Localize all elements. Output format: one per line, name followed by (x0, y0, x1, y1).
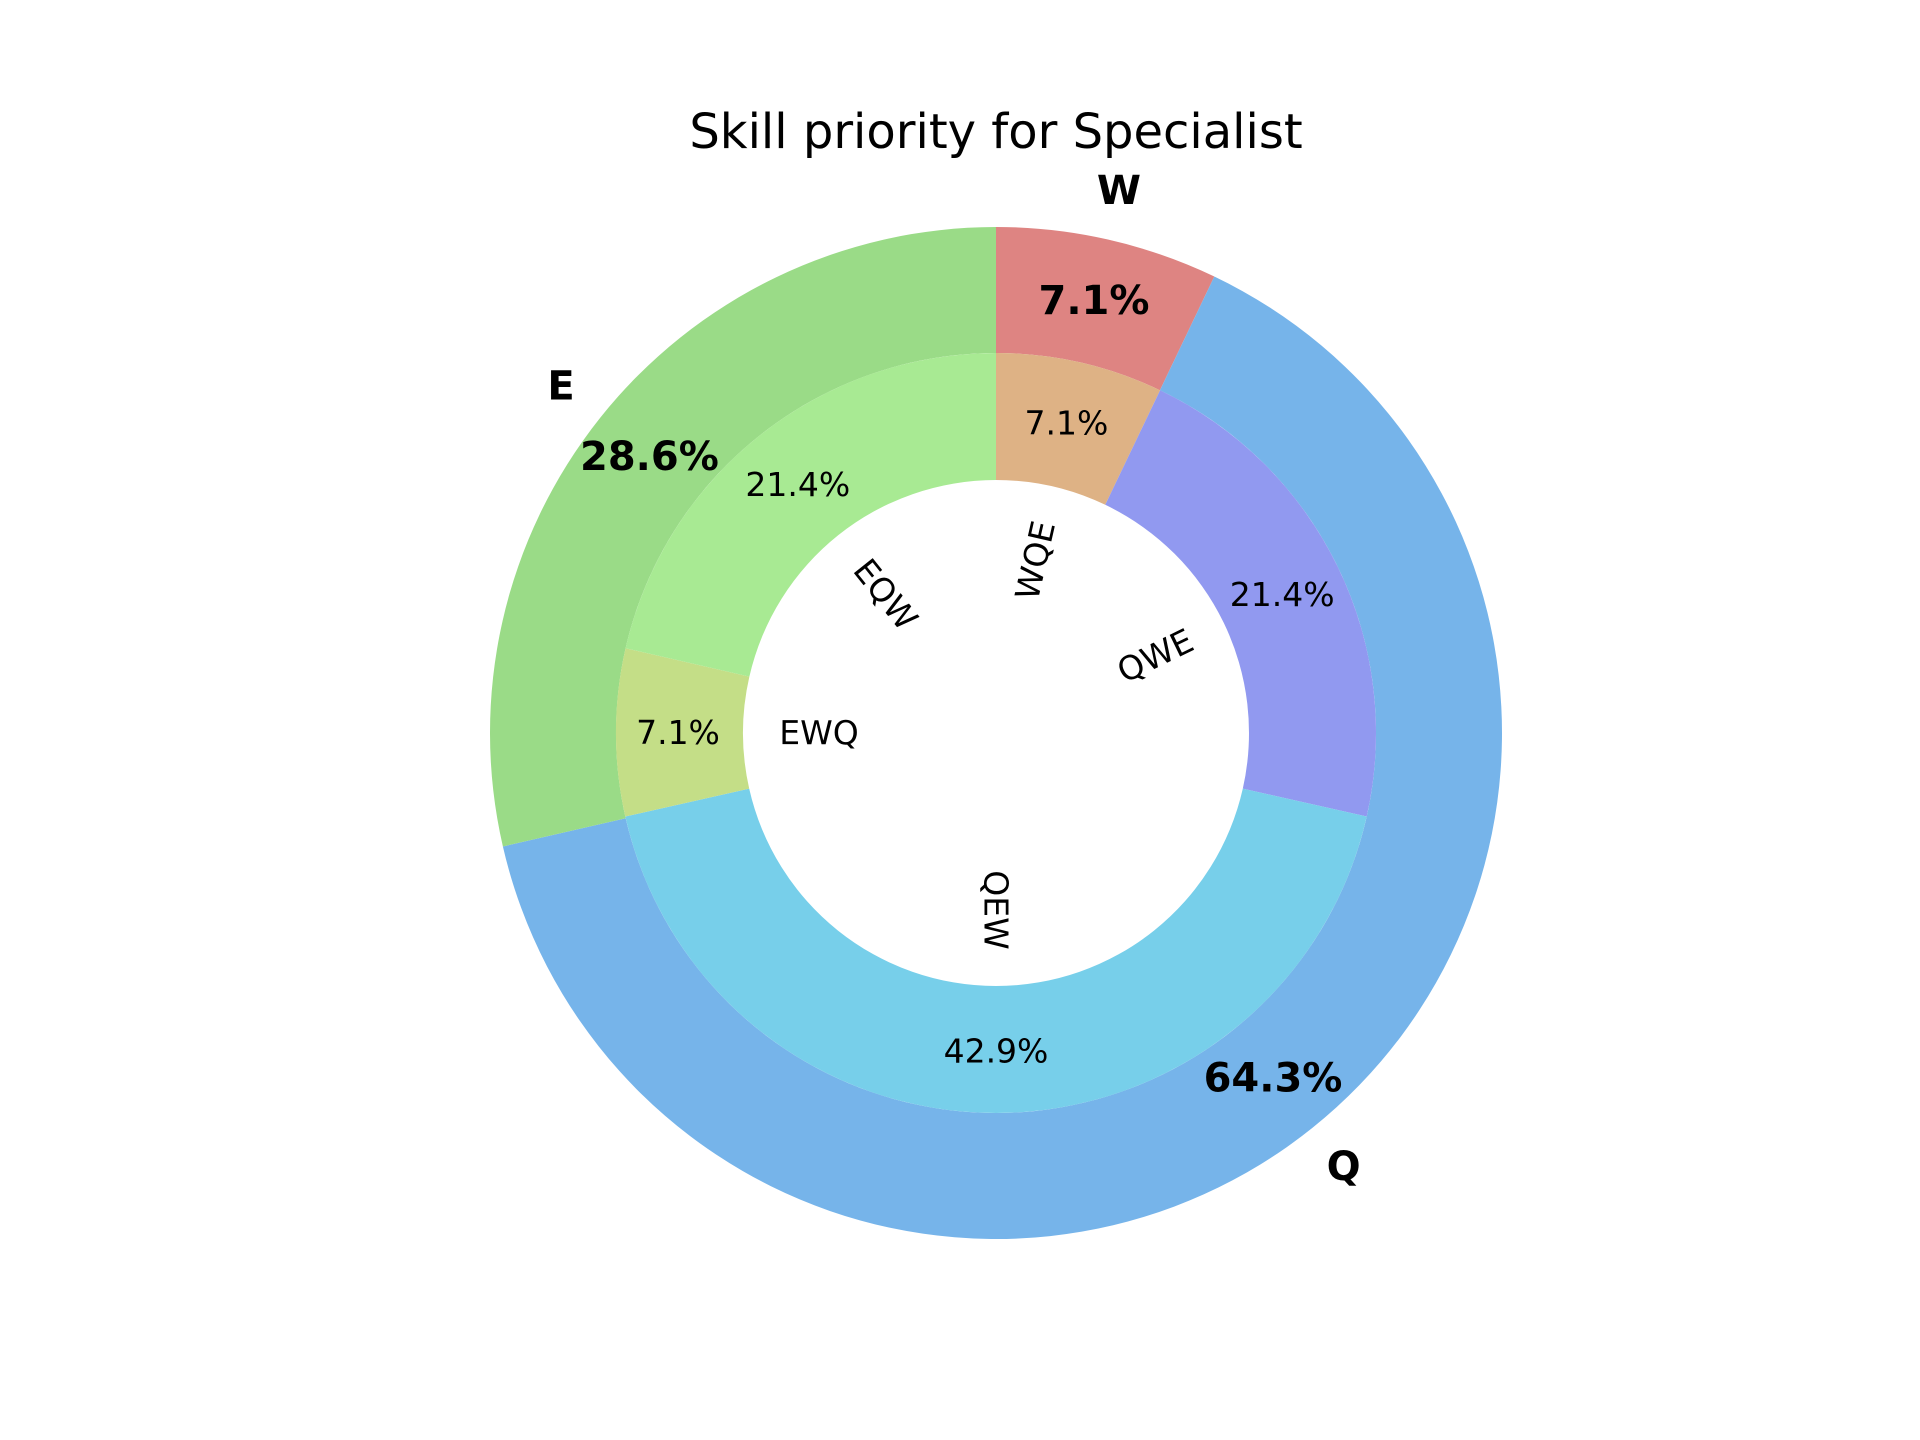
outer-pct-label-w: 7.1% (1039, 278, 1150, 324)
inner-pct-label-qwe: 21.4% (1230, 575, 1335, 614)
outer-slice-e (489, 227, 996, 847)
outer-category-label-e: E (547, 364, 574, 410)
outer-pct-label-q: 64.3% (1204, 1056, 1343, 1102)
inner-pct-label-ewq: 7.1% (636, 713, 720, 752)
inner-slice-ewq (616, 648, 750, 817)
inner-slice-qew (625, 788, 1367, 1114)
outer-slice-w (996, 227, 1215, 391)
inner-category-label-eqw: EQW (846, 551, 926, 637)
inner-category-label-qwe: QWE (1111, 621, 1200, 691)
outer-category-label-w: W (1097, 168, 1141, 214)
inner-pct-label-qew: 42.9% (944, 1032, 1049, 1071)
outer-pct-label-e: 28.6% (580, 434, 719, 480)
inner-slice-qwe (1105, 390, 1376, 817)
inner-category-label-ewq: EWQ (779, 713, 859, 752)
inner-slice-eqw (625, 353, 996, 677)
outer-ring (489, 227, 1502, 1239)
inner-ring (616, 353, 1376, 1114)
inner-category-label-wqe: WQE (1007, 517, 1063, 603)
inner-pct-label-eqw: 21.4% (745, 465, 850, 504)
inner-category-label-qew: QEW (977, 870, 1016, 949)
inner-slice-wqe (996, 353, 1161, 505)
outer-category-label-q: Q (1327, 1144, 1361, 1190)
chart-title: Skill priority for Specialist (689, 104, 1302, 160)
inner-pct-label-wqe: 7.1% (1024, 403, 1108, 442)
